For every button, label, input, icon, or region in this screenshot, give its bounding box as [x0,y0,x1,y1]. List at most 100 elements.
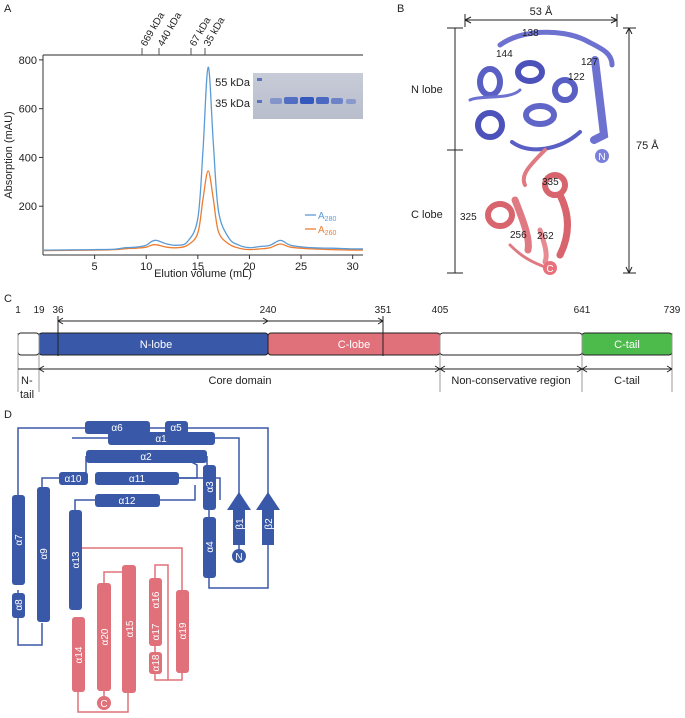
x-tick-label: 20 [243,261,255,273]
c-lobe-helix [537,227,549,265]
connector [154,564,183,681]
gel-image [253,73,363,119]
helix-a15 [122,565,136,693]
y-ticks: 200 400 600 800 [19,55,43,213]
c-lobe-label: C lobe [411,209,443,221]
position-label: 405 [432,305,449,316]
c-lobe-text: C-lobe [338,339,370,351]
n-lobe-strand [590,56,609,144]
panel-a: A 669 kDa 440 kDa 67 kDa 35 kDa 5 10 15 20 2… [3,3,364,280]
helix-a12-label: α12 [119,496,136,507]
y-tick-label: 400 [19,152,37,164]
n-lobe-helix [515,60,545,84]
strand-b1-label: β1 [235,518,246,530]
n-terminus-marker-d [232,549,246,563]
helix-a13-label: α13 [71,551,82,568]
blue-vertical-helices: α3 α4 α7 α8 α9 α13 [12,465,216,622]
x-tick-label: 15 [192,261,204,273]
position-label: 351 [375,305,392,316]
n-tail-label-1: N- [21,375,33,387]
c-terminus-label: C [546,264,553,275]
n-terminus-label-d: N [235,552,242,563]
residue-label: 335 [542,177,559,188]
height-arrows [625,27,633,274]
y-tick-label: 600 [19,104,37,116]
panel-d-label: D [4,409,12,421]
connector [41,477,59,488]
gel-ladder-band [257,78,262,81]
gel-band [284,97,298,104]
gel-band [270,98,282,104]
height-label: 75 Å [636,139,659,152]
red-helices: α14 α20 α15 α16 α17 α18 α19 C [72,565,189,710]
legend: A280 A260 [305,211,336,237]
legend-a260-sub: 260 [325,230,337,237]
residue-label: 262 [537,231,554,242]
c-terminus-marker [543,261,557,275]
connector [74,485,196,510]
residue-label: 127 [581,57,598,68]
connector [17,427,269,505]
helix-a19-label: α19 [178,622,189,639]
helix-a20 [97,583,111,691]
n-lobe-structure [468,29,615,152]
helix-a1-label: α1 [155,434,167,445]
region-brackets [18,365,673,373]
y-tick-label: 800 [19,55,37,67]
width-label: 53 Å [530,5,553,18]
helix-a18 [149,652,162,674]
helix-a7 [12,495,25,585]
n-lobe-helix [477,66,503,98]
panel-b-label: B [397,3,404,15]
x-axis-label: Elution volume (mL) [154,268,252,280]
helix-a5-label: α5 [170,423,182,434]
c-lobe-helix [485,201,515,229]
strand-b2 [256,492,280,545]
connector [77,690,129,713]
c-lobe-helix [542,172,568,198]
n-lobe-label: N lobe [411,84,443,96]
helix-a6 [85,421,150,434]
helix-a9 [37,487,50,622]
panel-b: B 53 Å 75 Å N lobe C lobe [397,3,659,275]
gel-label-55: 55 kDa [215,77,251,89]
range-arrows [377,317,384,325]
helix-a1 [108,432,215,445]
blue-strands: β1 β2 N [227,492,280,563]
panel-a-label: A [4,3,12,15]
n-lobe-helix [475,110,505,140]
helix-a4-label: α4 [205,541,216,553]
width-arrows [464,16,618,24]
strand-b2-label: β2 [264,518,275,530]
helix-a19 [176,590,189,673]
helix-a16 [149,578,162,622]
gel-band [316,97,329,104]
gel-band [300,97,314,104]
n-lobe-helix [552,77,578,103]
n-tail-label-2: tail [20,389,34,401]
n-lobe-loop [468,88,522,102]
helix-a5 [165,421,188,434]
y-axis-label: Absorption (mAU) [3,111,15,198]
c-tail-text: C-tail [614,339,640,351]
n-lobe-text: N-lobe [140,339,172,351]
residue-label: 325 [460,212,477,223]
helix-a7-label: α7 [14,534,25,546]
helix-a10 [59,472,88,485]
helix-a9-label: α9 [39,548,50,560]
n-lobe-loop [497,29,615,68]
n-tail-box [17,332,40,356]
c-terminus-label-d: C [100,699,107,710]
gel-band [331,98,343,104]
legend-a280-letter: A [318,211,325,222]
position-label: 19 [33,305,45,316]
position-label: 641 [574,305,591,316]
strand-b1 [227,492,251,545]
helix-a12 [95,494,160,507]
gel-ladder-band [257,100,262,103]
helix-a10-label: α10 [65,474,82,485]
panel-c: C 1 19 36 240 351 405 641 739 N-lobe C-l… [4,293,681,401]
panel-c-label: C [4,293,12,305]
connector [72,437,240,495]
bracket-c-tail-arrows [581,365,673,373]
